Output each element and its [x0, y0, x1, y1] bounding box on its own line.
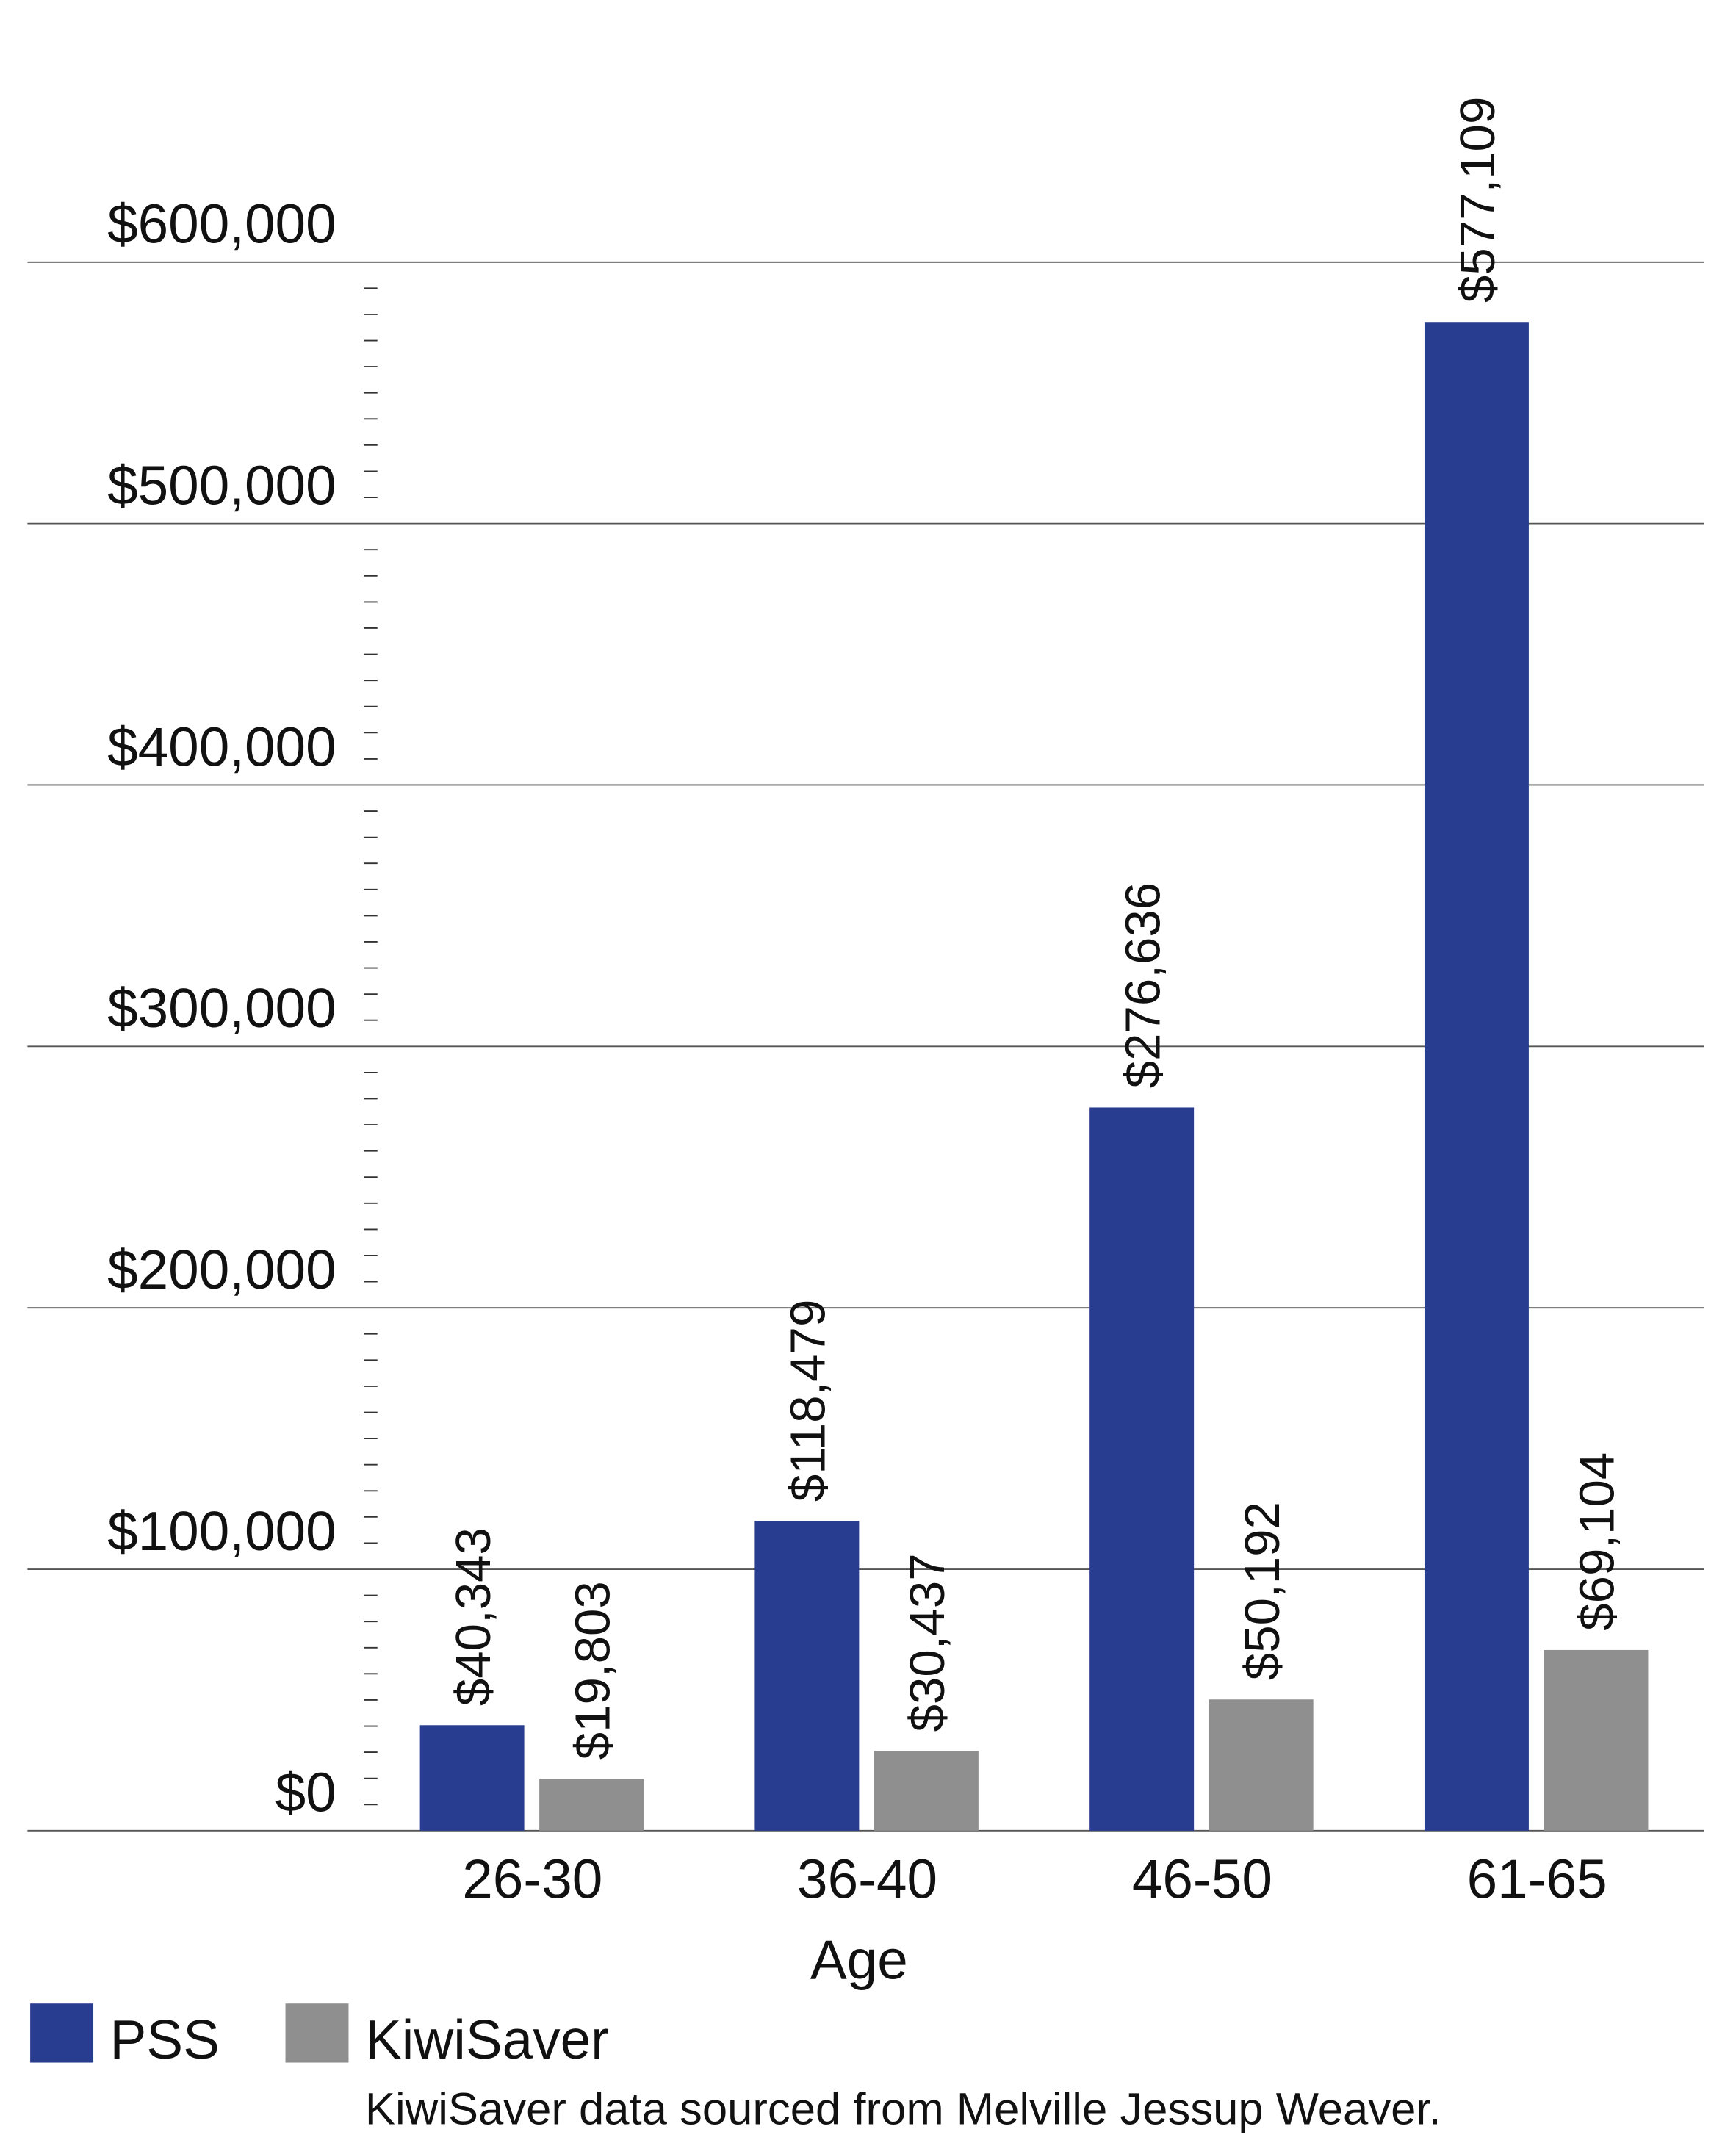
- legend-label: PSS: [109, 2009, 219, 2070]
- bar: [1089, 1107, 1195, 1831]
- y-tick-label: $200,000: [107, 1239, 336, 1300]
- bar: [539, 1779, 644, 1831]
- value-label: $30,437: [900, 1553, 955, 1732]
- y-tick-label: $500,000: [107, 454, 336, 516]
- y-tick-label: $0: [275, 1762, 336, 1823]
- x-tick-label: 36-40: [797, 1848, 937, 1909]
- bar: [419, 1725, 525, 1831]
- bar: [1544, 1649, 1649, 1831]
- legend-label: KiwiSaver: [365, 2009, 609, 2070]
- bar: [1424, 322, 1529, 1831]
- value-label: $577,109: [1450, 97, 1505, 303]
- x-axis-label: Age: [810, 1929, 908, 1991]
- x-tick-label: 61-65: [1467, 1848, 1607, 1909]
- y-tick-label: $400,000: [107, 716, 336, 777]
- note: KiwiSaver data sourced from Melville Jes…: [365, 2084, 1441, 2135]
- value-label: $40,343: [446, 1527, 501, 1706]
- legend-swatch: [30, 2003, 94, 2063]
- bar: [754, 1521, 860, 1831]
- value-label: $19,803: [565, 1581, 620, 1760]
- value-label: $69,104: [1570, 1452, 1625, 1631]
- y-tick-label: $600,000: [107, 193, 336, 255]
- value-label: $50,192: [1235, 1502, 1290, 1680]
- value-label: $118,479: [781, 1300, 836, 1502]
- y-tick-label: $300,000: [107, 977, 336, 1039]
- bar: [1209, 1699, 1314, 1831]
- x-tick-label: 46-50: [1132, 1848, 1272, 1909]
- value-label: $276,636: [1115, 882, 1170, 1088]
- bar: [874, 1751, 979, 1831]
- x-tick-label: 26-30: [462, 1848, 602, 1909]
- y-tick-label: $100,000: [107, 1500, 336, 1562]
- legend-swatch: [285, 2003, 349, 2063]
